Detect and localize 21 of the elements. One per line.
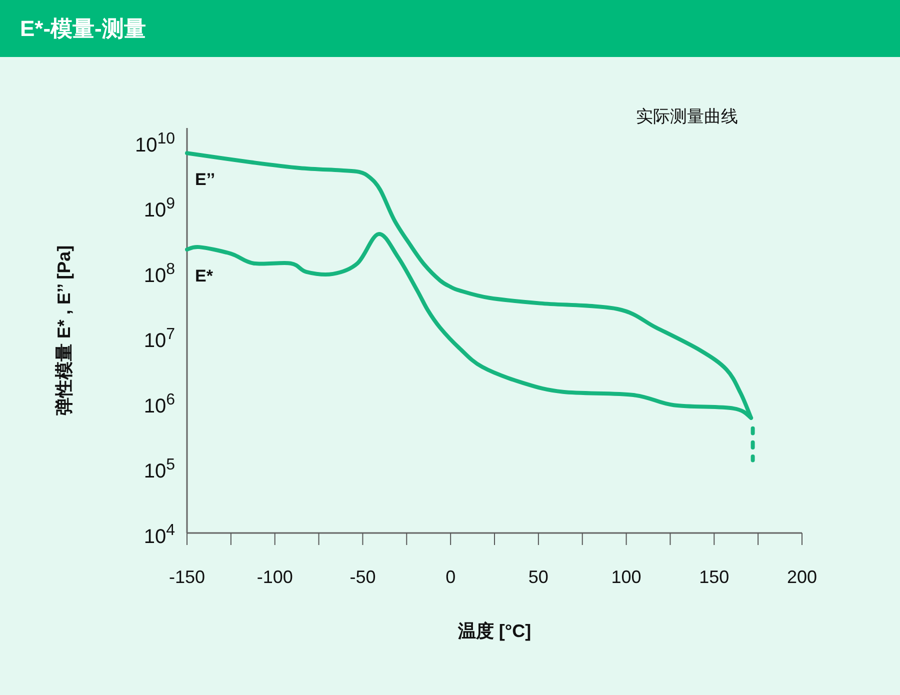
x-axis-title: 温度 [°C] — [456, 621, 532, 641]
y-tick-label: 10$^{10}$ — [134, 130, 176, 156]
y-tick-label: 10$^{7}$ — [144, 326, 176, 352]
y-tick-label: 10$^{9}$ — [144, 195, 176, 222]
text: 实际测量曲线 — [636, 107, 738, 126]
y-tick-label: 10$^{8}$ — [144, 260, 176, 287]
x-tick-label: 200 — [786, 567, 818, 587]
x-tick-label: 0 — [446, 567, 456, 587]
y-axis-title: 弹性模量 E* , E’’ [Pa] — [54, 245, 74, 416]
series-label: E’’ — [195, 170, 216, 190]
y-tick-label: 10$^{6}$ — [144, 390, 176, 418]
x-tick-label: -100 — [256, 567, 293, 587]
x-tick-label: 50 — [528, 567, 548, 587]
y-tick-label: 10$^{5}$ — [144, 456, 176, 483]
x-tick-label: -150 — [168, 567, 206, 587]
x-tick-label: 150 — [699, 567, 730, 587]
x-tick-label: 100 — [611, 567, 642, 587]
x-tick-label: -50 — [350, 567, 376, 587]
y-tick-label: 10$^{4}$ — [144, 522, 176, 548]
series-label: E* — [195, 266, 214, 286]
chart-title: E*-模量-测量 — [20, 16, 146, 41]
